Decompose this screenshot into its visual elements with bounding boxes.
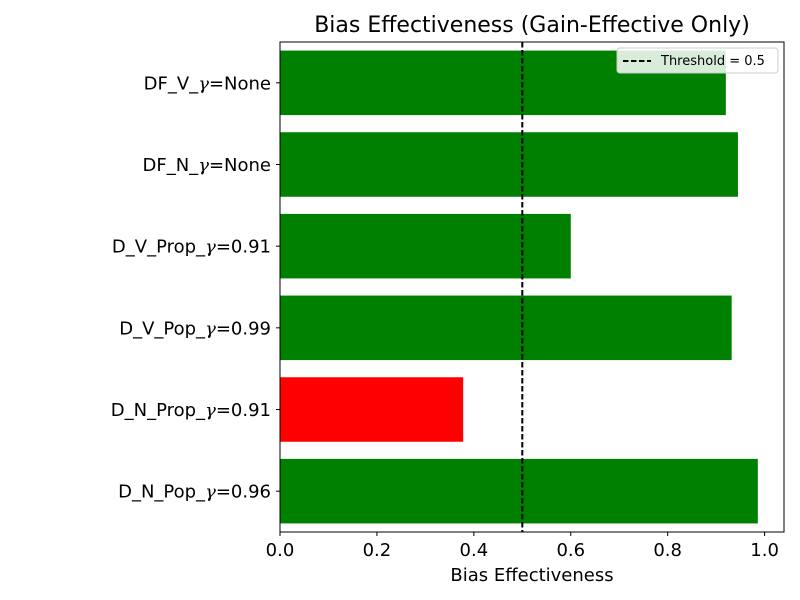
bar: [280, 458, 758, 524]
bar: [280, 295, 732, 361]
x-tick-label: 0.4: [460, 540, 489, 561]
ticks-group: DF_V_γ=None DF_N_γ=None D_V_Prop_γ=0.91 D_V…: [111, 73, 779, 561]
x-tick-label: 0.8: [653, 540, 682, 561]
x-tick-label: 0.6: [556, 540, 585, 561]
bar: [280, 213, 571, 279]
bar: [280, 132, 738, 197]
axes-group: [279, 41, 785, 533]
y-tick-label: DF_V_γ=None: [144, 73, 271, 94]
bar: [280, 377, 464, 442]
chart-title: Bias Effectiveness (Gain-Effective Only): [314, 13, 750, 38]
x-tick-label: 1.0: [750, 540, 779, 561]
legend: Threshold = 0.5: [616, 47, 779, 74]
y-tick-label: D_N_Prop_γ=0.91: [111, 400, 271, 421]
legend-threshold-label: Threshold = 0.5: [660, 54, 765, 69]
y-tick-label: D_V_Prop_γ=0.91: [112, 237, 271, 258]
legend-box: [616, 47, 779, 74]
plot-frame: [279, 41, 785, 533]
bars-group: [280, 50, 758, 524]
x-tick-label: 0.0: [266, 540, 295, 561]
y-tick-label: D_V_Pop_γ=0.99: [119, 318, 271, 339]
x-axis-label: Bias Effectiveness: [450, 565, 613, 586]
x-tick-label: 0.2: [363, 540, 392, 561]
y-tick-label: DF_N_γ=None: [143, 155, 272, 176]
y-tick-label: D_N_Pop_γ=0.96: [118, 482, 271, 503]
